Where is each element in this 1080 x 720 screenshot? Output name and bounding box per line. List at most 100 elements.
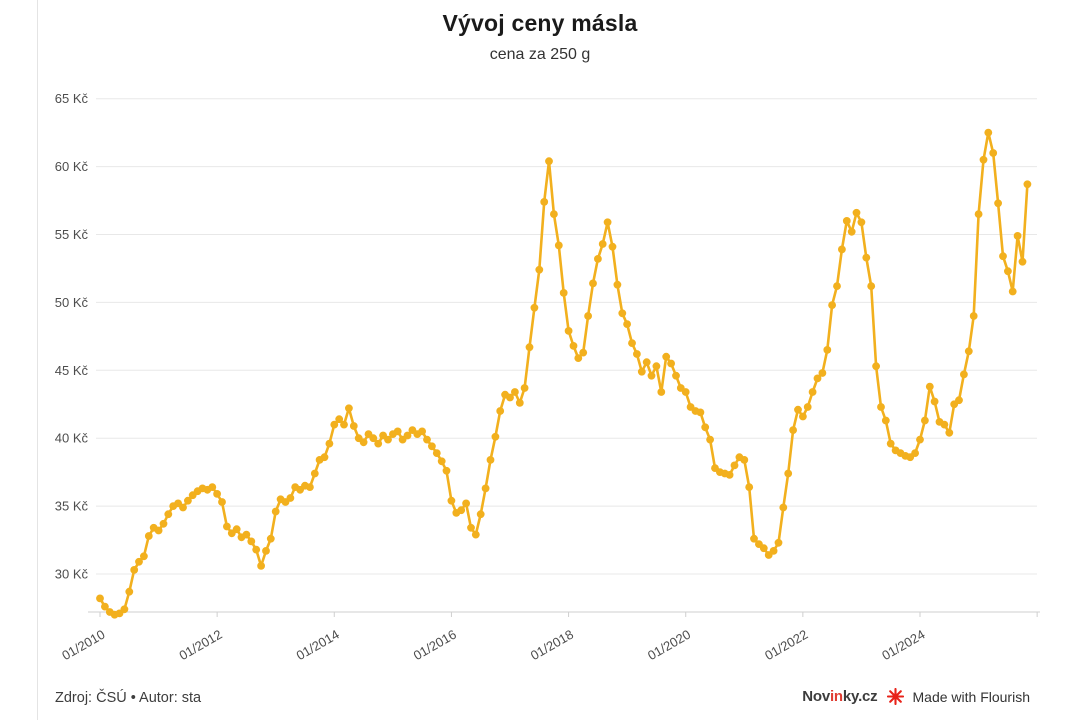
data-point-marker[interactable] <box>818 369 827 377</box>
data-point-marker[interactable] <box>266 534 275 543</box>
data-point-marker[interactable] <box>633 350 641 358</box>
data-point-marker[interactable] <box>349 422 358 430</box>
data-point-marker[interactable] <box>325 439 334 448</box>
data-point-marker[interactable] <box>745 483 754 491</box>
data-point-marker[interactable] <box>681 388 690 396</box>
data-point-marker[interactable] <box>252 545 261 554</box>
data-point-marker[interactable] <box>393 427 402 436</box>
data-point-marker[interactable] <box>545 157 553 166</box>
data-point-marker[interactable] <box>520 384 529 392</box>
data-point-marker[interactable] <box>506 393 514 402</box>
data-point-marker[interactable] <box>881 416 890 425</box>
data-point-marker[interactable] <box>808 388 817 396</box>
data-point-marker[interactable] <box>852 208 861 217</box>
data-point-marker[interactable] <box>696 408 705 417</box>
data-point-marker[interactable] <box>994 199 1002 208</box>
data-point-marker[interactable] <box>730 461 739 470</box>
data-point-marker[interactable] <box>1004 267 1012 276</box>
data-point-marker[interactable] <box>608 242 617 251</box>
data-point-marker[interactable] <box>598 240 607 248</box>
data-point-marker[interactable] <box>359 438 368 447</box>
data-point-marker[interactable] <box>135 557 143 566</box>
data-point-marker[interactable] <box>823 346 832 354</box>
data-point-marker[interactable] <box>208 483 217 491</box>
data-point-marker[interactable] <box>667 359 675 368</box>
data-point-marker[interactable] <box>847 227 856 236</box>
data-point-marker[interactable] <box>647 371 656 380</box>
data-point-marker[interactable] <box>945 428 954 437</box>
data-point-marker[interactable] <box>101 602 109 611</box>
data-point-marker[interactable] <box>1023 180 1032 189</box>
data-point-marker[interactable] <box>574 354 583 362</box>
data-point-marker[interactable] <box>310 469 319 478</box>
data-point-marker[interactable] <box>784 469 793 478</box>
data-point-marker[interactable] <box>159 519 168 528</box>
data-point-marker[interactable] <box>672 371 680 380</box>
data-point-marker[interactable] <box>403 431 412 440</box>
data-point-marker[interactable] <box>657 388 666 396</box>
data-point-marker[interactable] <box>164 510 173 519</box>
data-point-marker[interactable] <box>862 253 871 262</box>
data-point-marker[interactable] <box>535 265 544 274</box>
data-point-marker[interactable] <box>257 562 265 570</box>
data-point-marker[interactable] <box>462 499 470 508</box>
data-point-marker[interactable] <box>130 566 139 574</box>
data-point-marker[interactable] <box>262 547 270 555</box>
data-point-marker[interactable] <box>491 432 500 441</box>
data-point-marker[interactable] <box>594 255 602 263</box>
data-point-marker[interactable] <box>989 149 998 157</box>
data-point-marker[interactable] <box>515 399 524 407</box>
data-point-marker[interactable] <box>857 218 866 227</box>
data-point-marker[interactable] <box>974 210 983 219</box>
data-point-marker[interactable] <box>471 530 480 539</box>
data-point-marker[interactable] <box>140 552 148 561</box>
data-point-marker[interactable] <box>530 303 539 312</box>
data-point-marker[interactable] <box>335 415 344 424</box>
data-point-marker[interactable] <box>911 449 919 457</box>
data-point-marker[interactable] <box>750 534 758 543</box>
data-point-marker[interactable] <box>120 605 129 614</box>
data-point-marker[interactable] <box>384 435 392 444</box>
data-point-marker[interactable] <box>642 358 651 367</box>
data-point-marker[interactable] <box>867 282 876 290</box>
data-point-marker[interactable] <box>701 423 710 432</box>
data-point-marker[interactable] <box>916 435 924 444</box>
data-point-marker[interactable] <box>999 252 1007 261</box>
data-point-marker[interactable] <box>432 449 441 457</box>
data-point-marker[interactable] <box>540 198 549 206</box>
data-point-marker[interactable] <box>218 498 226 506</box>
data-point-marker[interactable] <box>623 320 631 328</box>
data-point-marker[interactable] <box>286 494 295 502</box>
data-point-marker[interactable] <box>603 218 612 227</box>
data-point-marker[interactable] <box>569 342 578 350</box>
data-point-marker[interactable] <box>774 538 783 547</box>
data-point-marker[interactable] <box>984 128 993 137</box>
data-point-marker[interactable] <box>740 456 749 464</box>
data-point-marker[interactable] <box>579 348 588 357</box>
data-point-marker[interactable] <box>320 453 329 462</box>
data-point-marker[interactable] <box>447 496 456 505</box>
data-point-marker[interactable] <box>467 523 475 532</box>
data-point-marker[interactable] <box>886 439 895 448</box>
data-point-marker[interactable] <box>374 439 383 448</box>
data-point-marker[interactable] <box>964 347 973 356</box>
data-point-marker[interactable] <box>550 210 558 219</box>
data-point-marker[interactable] <box>769 547 778 555</box>
data-point-marker[interactable] <box>418 427 426 436</box>
data-point-marker[interactable] <box>345 404 353 413</box>
data-point-marker[interactable] <box>184 496 192 505</box>
data-point-marker[interactable] <box>725 471 734 479</box>
data-point-marker[interactable] <box>496 407 505 415</box>
data-point-marker[interactable] <box>921 416 929 425</box>
data-point-marker[interactable] <box>125 587 134 596</box>
data-point-marker[interactable] <box>179 503 187 512</box>
data-point-marker[interactable] <box>969 312 978 320</box>
data-point-marker[interactable] <box>759 544 768 553</box>
price-line-series[interactable] <box>96 128 1032 619</box>
data-point-marker[interactable] <box>423 435 431 444</box>
data-point-marker[interactable] <box>789 426 797 434</box>
data-point-marker[interactable] <box>330 420 339 429</box>
data-point-marker[interactable] <box>369 434 378 443</box>
data-point-marker[interactable] <box>271 507 280 516</box>
data-point-marker[interactable] <box>242 530 251 539</box>
